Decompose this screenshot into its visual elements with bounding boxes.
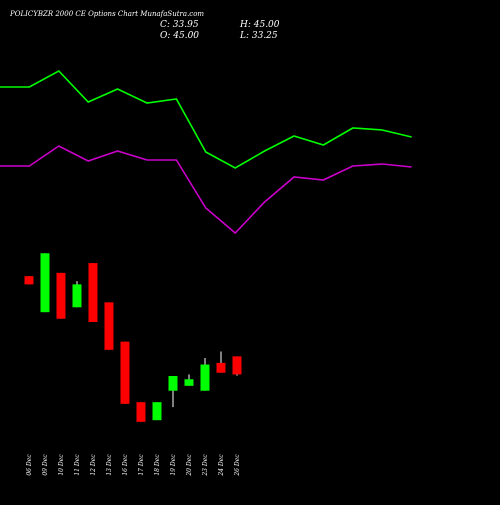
candle-body-bullish [72,284,82,308]
candle-23-dec [200,358,210,391]
candle-body-bearish [88,263,98,322]
candle-body-bearish [216,362,226,373]
candle-body-bearish [232,356,242,375]
x-tick-labels: 06 Dec 09 Dec 10 Dec 11 Dec 12 Dec 13 Dec 16 D… [26,454,241,477]
candle-12-dec [88,263,98,322]
low-value: L: 33.25 [240,31,278,41]
x-tick-label: 24 Dec [218,454,225,477]
indicator-lines [0,70,412,235]
candle-13-dec [104,302,114,350]
candle-body-bearish [120,341,130,404]
candle-body-bearish [136,402,146,422]
x-tick-label: 17 Dec [138,454,145,476]
candle-body-bullish [168,376,178,391]
candle-body-bullish [200,364,210,391]
candle-body-bullish [40,253,50,313]
candle-26-dec [232,356,242,376]
candle-body-bullish [152,402,162,421]
candle-body-bearish [56,272,66,319]
x-tick-label: 18 Dec [154,454,161,476]
candle-20-dec [184,374,194,386]
candles [24,253,242,422]
candle-body-bearish [104,302,114,350]
candle-18-dec [152,402,162,421]
x-tick-label: 06 Dec [26,454,33,476]
candle-16-dec [120,341,130,404]
candle-06-dec [24,276,34,285]
open-value: O: 45.00 [160,31,200,41]
upper-band-line [0,70,412,169]
x-tick-label: 20 Dec [186,454,193,477]
high-value: H: 45.00 [240,20,280,30]
x-tick-label: 11 Dec [74,454,81,476]
x-tick-label: 10 Dec [58,454,65,476]
close-value: C: 33.95 [160,20,199,30]
candle-19-dec [168,376,178,408]
x-tick-label: 13 Dec [106,454,113,476]
x-tick-label: 09 Dec [42,454,49,476]
candle-24-dec [216,351,226,373]
x-tick-label: 16 Dec [122,454,129,476]
candle-body-bullish [184,379,194,386]
x-tick-label: 19 Dec [170,454,177,476]
candle-09-dec [40,253,50,313]
x-tick-label: 12 Dec [90,454,97,476]
candle-10-dec [56,272,66,319]
candle-17-dec [136,402,146,422]
lower-band-line [0,145,412,235]
chart-title: POLICYBZR 2000 CE Options Chart MunafaSu… [10,10,205,18]
candle-body-bearish [24,276,34,285]
x-tick-label: 23 Dec [202,454,209,477]
x-tick-label: 26 Dec [234,454,241,477]
candle-11-dec [72,281,82,308]
